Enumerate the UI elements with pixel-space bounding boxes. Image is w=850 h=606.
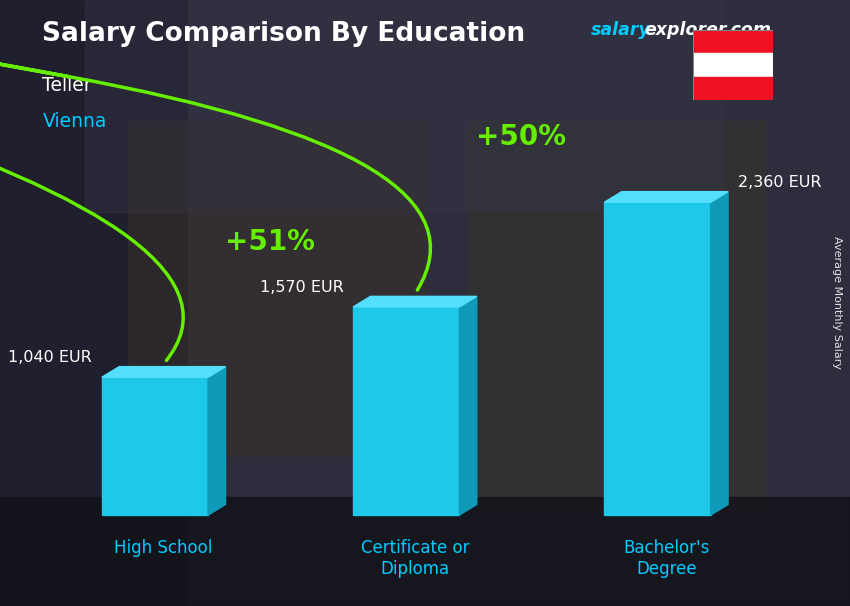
Bar bbox=[0, 0, 187, 606]
Polygon shape bbox=[711, 191, 728, 515]
Bar bbox=[693, 53, 774, 76]
Bar bbox=[693, 76, 774, 100]
Text: High School: High School bbox=[115, 539, 212, 557]
Polygon shape bbox=[353, 296, 477, 307]
Bar bbox=[102, 377, 208, 515]
Polygon shape bbox=[604, 191, 728, 202]
Bar bbox=[85, 0, 722, 212]
Bar bbox=[0, 497, 850, 606]
Polygon shape bbox=[459, 296, 477, 515]
Text: +50%: +50% bbox=[476, 123, 566, 152]
Text: Bachelor's
Degree: Bachelor's Degree bbox=[623, 539, 710, 578]
Bar bbox=[604, 202, 711, 515]
Text: Average Monthly Salary: Average Monthly Salary bbox=[832, 236, 842, 370]
Text: 1,040 EUR: 1,040 EUR bbox=[8, 350, 92, 365]
Text: 1,570 EUR: 1,570 EUR bbox=[260, 280, 343, 295]
Text: salary: salary bbox=[591, 21, 650, 39]
Text: Certificate or
Diploma: Certificate or Diploma bbox=[360, 539, 469, 578]
Text: explorer.com: explorer.com bbox=[644, 21, 771, 39]
Polygon shape bbox=[102, 367, 225, 377]
Text: +51%: +51% bbox=[225, 228, 314, 256]
Text: 2,360 EUR: 2,360 EUR bbox=[738, 175, 821, 190]
Text: Vienna: Vienna bbox=[42, 112, 107, 131]
Bar bbox=[128, 121, 425, 454]
Bar bbox=[353, 307, 459, 515]
Bar bbox=[468, 121, 765, 515]
Text: Salary Comparison By Education: Salary Comparison By Education bbox=[42, 21, 525, 47]
Polygon shape bbox=[208, 367, 225, 515]
Bar bbox=[693, 30, 774, 53]
Text: Teller: Teller bbox=[42, 76, 92, 95]
